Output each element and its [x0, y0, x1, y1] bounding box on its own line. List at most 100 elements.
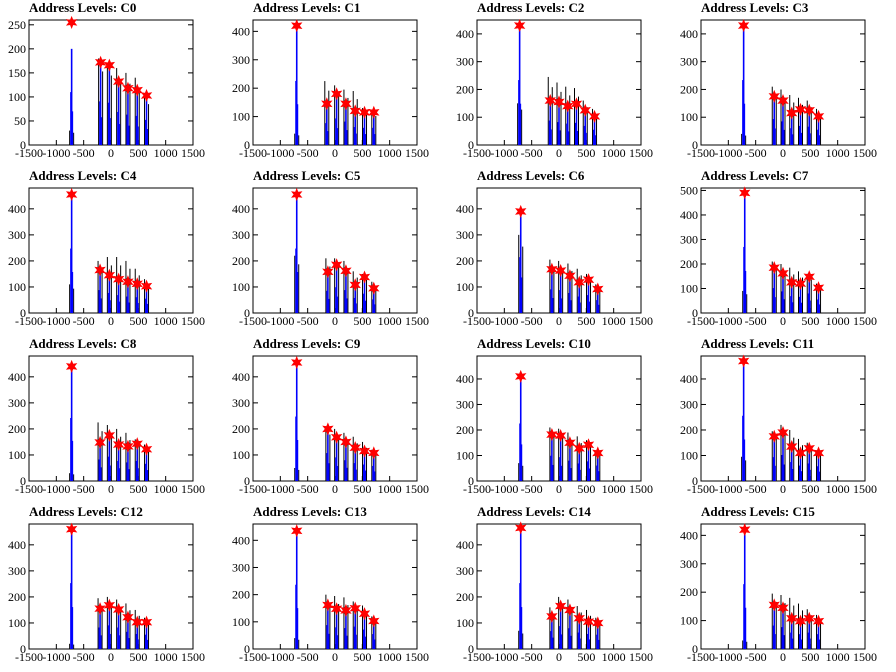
peak-marker-star	[579, 103, 591, 117]
chart-panel: Address Levels: C13 0 100 200 300 400 -1500 -10…	[224, 504, 448, 672]
peak-marker-star	[291, 187, 303, 202]
x-tick-label: 0	[556, 650, 562, 664]
peak-marker-star	[112, 74, 125, 89]
y-tick-label: 0	[468, 138, 474, 152]
x-tick-label: 1000	[826, 482, 850, 496]
peak-marker-star	[794, 614, 807, 628]
chart-title: Address Levels: C2	[477, 0, 584, 15]
chart-panel: Address Levels: C2 0 100 200 300 400 -1500 -100…	[448, 0, 672, 168]
y-tick-label: 300	[456, 397, 474, 411]
peak-marker-star	[786, 106, 798, 120]
chart-title: Address Levels: C12	[29, 504, 143, 519]
x-tick-label: 500	[353, 146, 371, 160]
x-tick-label: -500	[73, 482, 95, 496]
y-tick-label: 100	[232, 448, 250, 462]
y-tick-label: 100	[456, 110, 474, 124]
x-tick-label: 0	[332, 314, 338, 328]
peak-marker-star	[112, 272, 125, 286]
x-tick-label: -1000	[714, 146, 742, 160]
peak-marker-star	[131, 615, 143, 629]
peak-marker-star	[368, 105, 380, 119]
x-tick-label: 500	[353, 650, 371, 664]
x-tick-label: -500	[745, 314, 767, 328]
chart-title: Address Levels: C3	[701, 0, 809, 15]
x-tick-label: 1500	[405, 482, 429, 496]
peak-marker-star	[570, 97, 583, 111]
chart-panel: Address Levels: C1 0 100 200 300 400 -1500 -100…	[224, 0, 448, 168]
x-tick-label: -1500	[687, 146, 715, 160]
x-tick-label: 0	[332, 650, 338, 664]
y-tick-label: 100	[680, 110, 698, 124]
peak-marker-star	[592, 616, 604, 630]
peak-marker-star	[122, 275, 134, 289]
x-tick-label: -1000	[42, 146, 70, 160]
x-tick-label: 1500	[405, 146, 429, 160]
histogram-chart: Address Levels: C15 0 100 200 300 400 -1500 -10…	[680, 504, 877, 664]
peak-marker-star	[330, 87, 343, 101]
x-tick-label: -1000	[42, 650, 70, 664]
histogram-chart: Address Levels: C8 0 100 200 300 400 -1500 -100…	[8, 336, 205, 496]
peak-marker-star	[291, 19, 303, 33]
y-tick-label: 400	[680, 372, 698, 386]
x-tick-label: 1500	[629, 146, 653, 160]
peak-marker-star	[103, 428, 116, 443]
peak-marker-star	[768, 429, 780, 443]
x-tick-label: 0	[556, 482, 562, 496]
peak-marker-star	[358, 270, 371, 284]
y-tick-label: 0	[244, 474, 250, 488]
peak-marker-star	[812, 109, 825, 123]
x-tick-label: -1500	[239, 650, 267, 664]
y-tick-label: 200	[8, 254, 26, 268]
y-tick-label: 400	[680, 208, 698, 222]
peak-marker-star	[122, 81, 134, 95]
chart-panel: Address Levels: C7 0 100 200 300 400 500 -1500-…	[672, 168, 896, 336]
peak-marker-star	[515, 369, 527, 383]
y-tick-label: 200	[8, 42, 26, 56]
peak-marker-star	[65, 522, 78, 536]
peak-marker-star	[140, 442, 153, 456]
x-tick-label: -1000	[266, 146, 294, 160]
x-tick-label: -1500	[463, 314, 491, 328]
y-tick-label: 400	[8, 202, 26, 216]
peak-marker-star	[777, 266, 789, 280]
peak-marker-star	[131, 437, 143, 451]
chart-title: Address Levels: C10	[477, 336, 591, 351]
y-tick-label: 200	[456, 590, 474, 604]
histogram-chart: Address Levels: C4 0 100 200 300 400 -1500 -100…	[8, 168, 205, 328]
histogram-chart: Address Levels: C5 0 100 200 300 400 -1500 -100…	[232, 168, 429, 328]
x-tick-label: 0	[108, 146, 114, 160]
peak-marker-star	[564, 436, 576, 450]
peak-marker-star	[291, 524, 303, 538]
y-tick-label: 200	[456, 423, 474, 437]
peak-marker-star	[368, 614, 380, 628]
x-tick-label: 0	[780, 314, 786, 328]
peak-marker-star	[94, 602, 106, 616]
y-tick-label: 0	[692, 474, 698, 488]
y-tick-label: 400	[232, 24, 250, 38]
x-tick-label: 500	[801, 314, 819, 328]
peak-marker-star	[592, 446, 604, 460]
x-tick-label: 0	[108, 650, 114, 664]
y-tick-label: 150	[8, 66, 26, 80]
x-tick-label: 1500	[181, 482, 205, 496]
x-tick-label: 0	[780, 146, 786, 160]
x-tick-label: -1500	[239, 314, 267, 328]
y-tick-label: 400	[456, 372, 474, 386]
x-tick-label: -500	[297, 650, 319, 664]
peak-marker-star	[794, 277, 807, 291]
y-tick-label: 300	[232, 53, 250, 67]
chart-title: Address Levels: C9	[253, 336, 361, 351]
peak-marker-star	[65, 187, 78, 202]
peak-marker-star	[112, 602, 125, 616]
peak-marker-star	[65, 359, 78, 373]
histogram-chart: Address Levels: C10 0 100 200 300 400 -1500 -10…	[456, 336, 653, 496]
x-tick-label: 1000	[826, 146, 850, 160]
y-tick-label: 100	[456, 448, 474, 462]
x-tick-label: 0	[332, 482, 338, 496]
peak-marker-star	[340, 97, 352, 111]
x-tick-label: 500	[129, 314, 147, 328]
histogram-chart: Address Levels: C9 0 100 200 300 400 -1500 -100…	[232, 336, 429, 496]
y-tick-label: 300	[232, 396, 250, 410]
y-tick-label: 300	[680, 55, 698, 69]
peak-marker-star	[739, 186, 751, 200]
